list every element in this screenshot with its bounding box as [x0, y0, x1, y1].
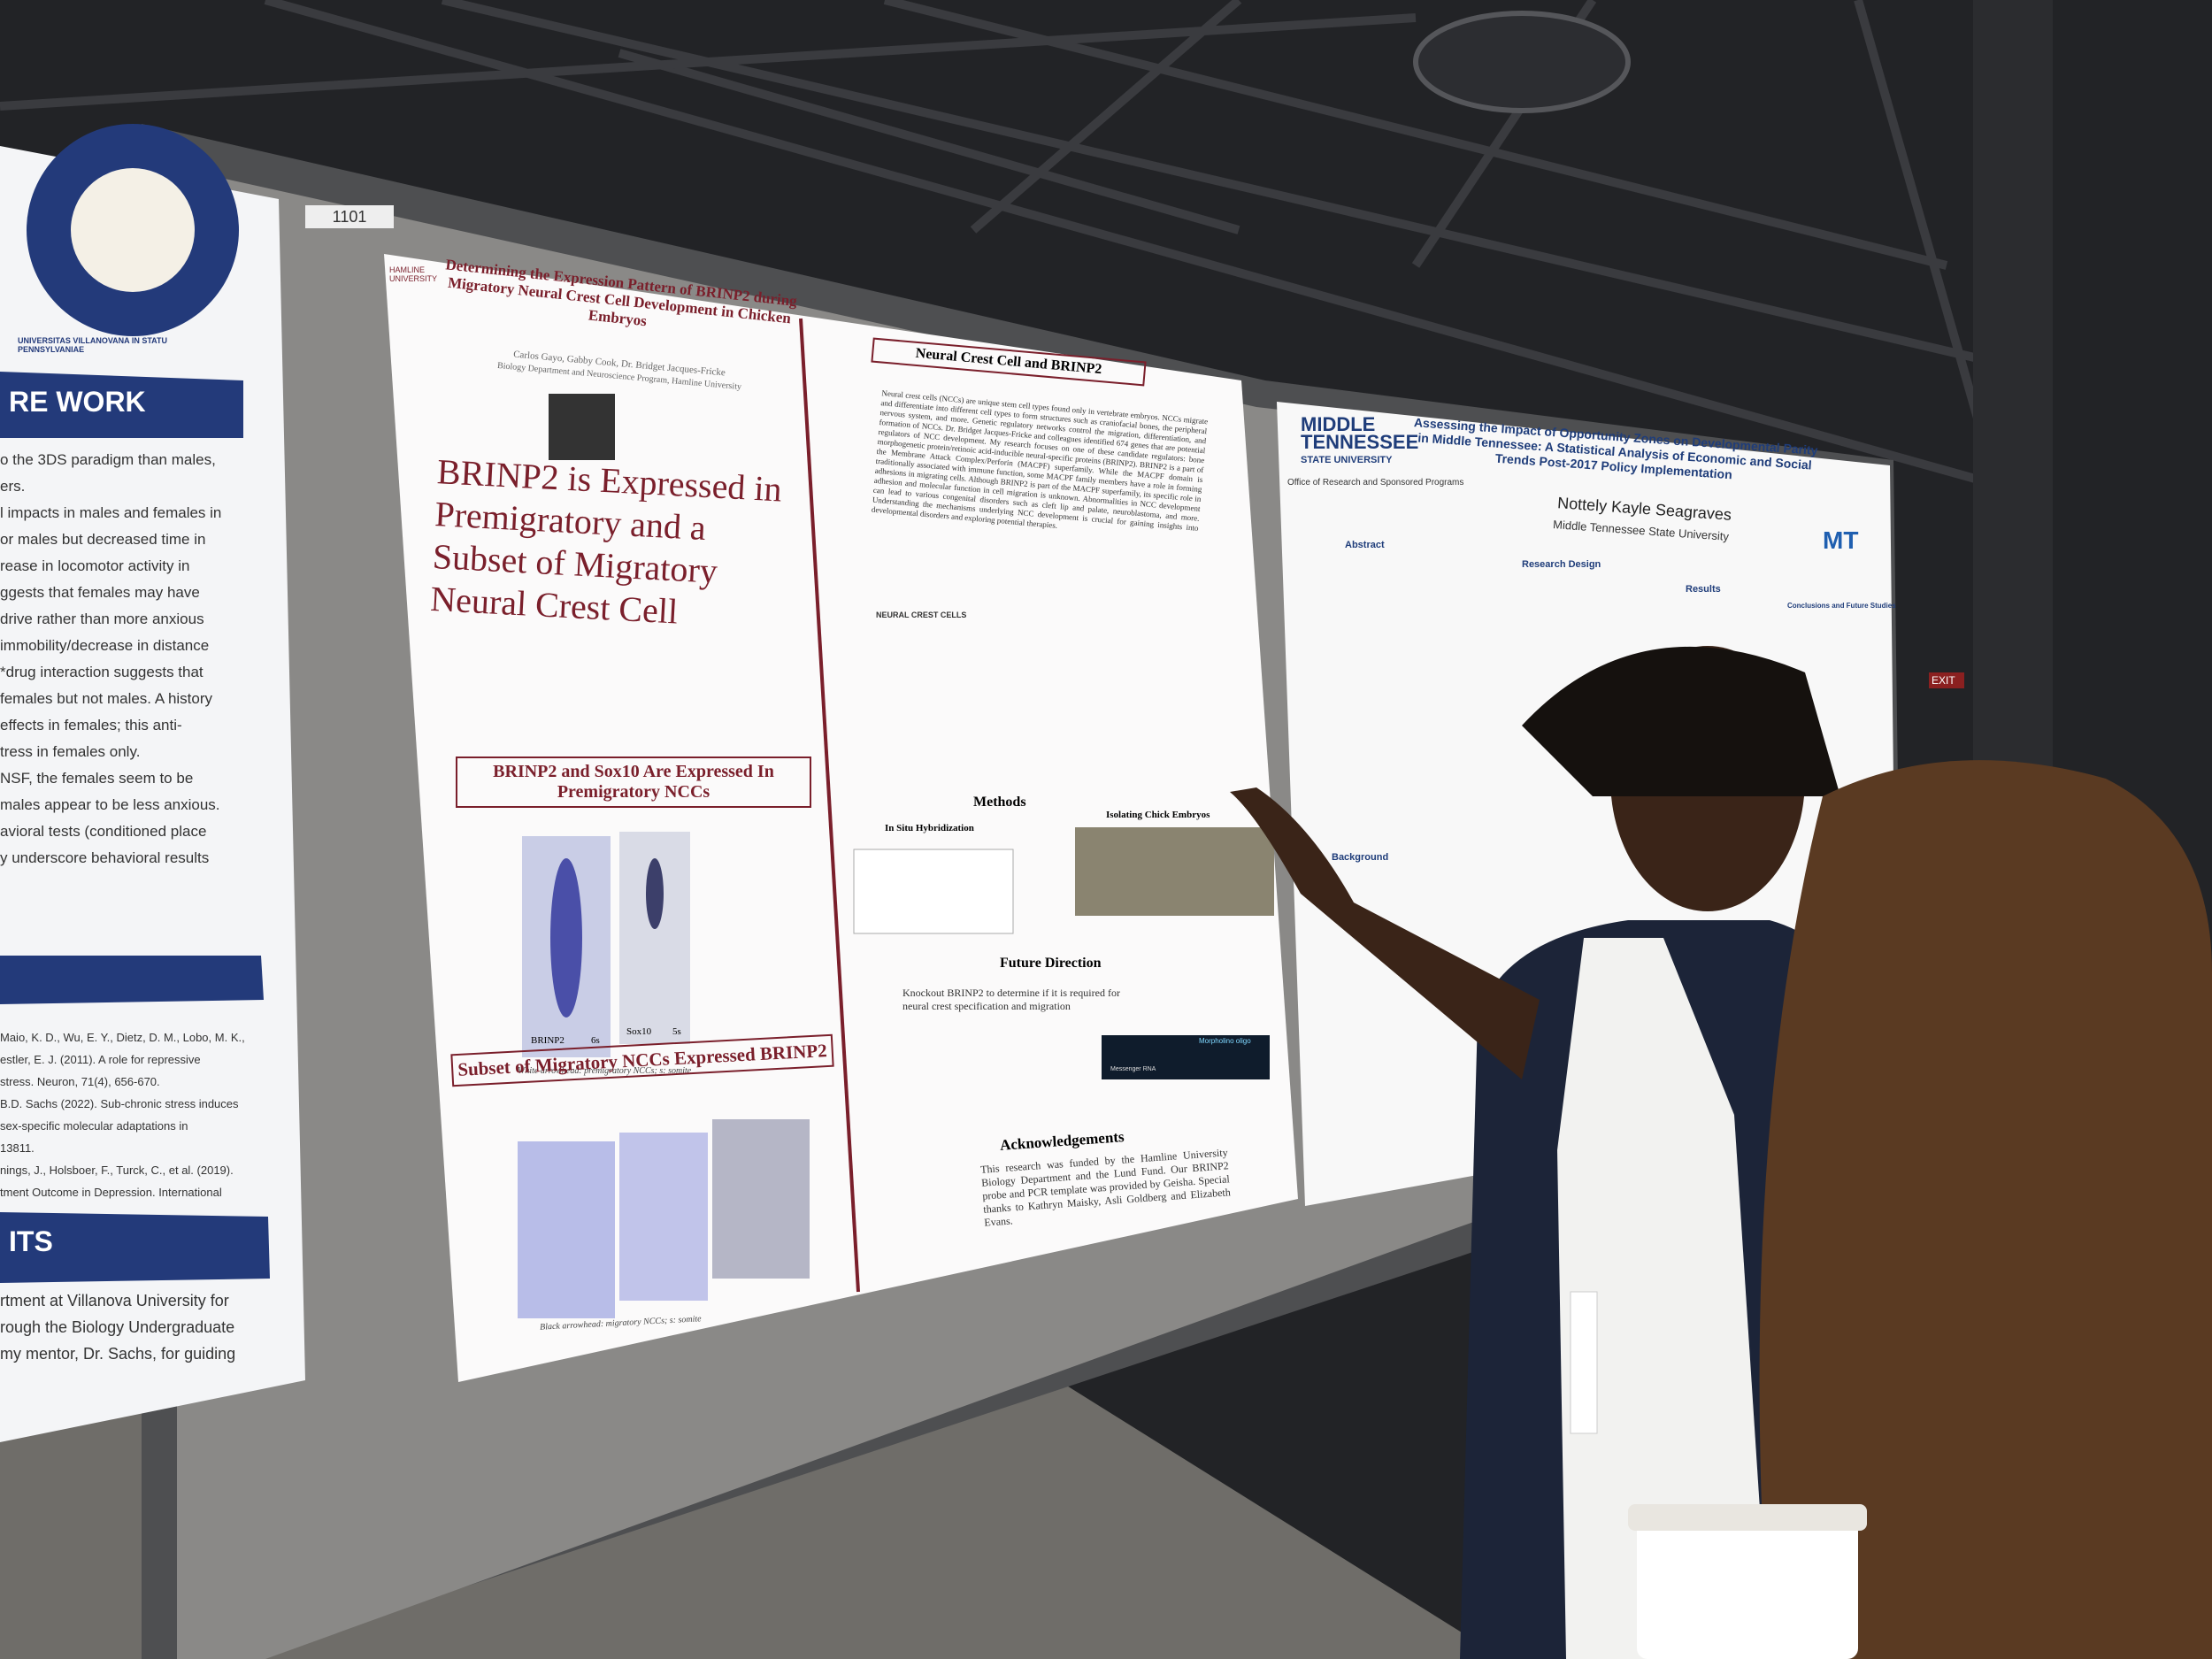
embryo-stain — [646, 858, 664, 929]
caption: White arrowhead: premigratory NCCs; s: s… — [518, 1066, 692, 1076]
diagram-label: NEURAL CREST CELLS — [876, 611, 967, 619]
diagram-label: Morpholino oligo — [1199, 1037, 1251, 1045]
embryo-stain — [550, 858, 582, 1018]
text-line: rease in locomotor activity in — [0, 557, 190, 574]
methods-diagram — [853, 849, 1014, 934]
text-line: drive rather than more anxious — [0, 611, 204, 627]
text-line: stress. Neuron, 71(4), 656-670. — [0, 1075, 160, 1088]
board-label: 1101 — [305, 205, 394, 228]
mtsu-logo: MIDDLE TENNESSEE STATE UNIVERSITY — [1301, 413, 1419, 469]
text-line: *drug interaction suggests that — [0, 664, 204, 680]
section-heading: Methods — [973, 795, 1026, 810]
section-heading: Abstract — [1345, 540, 1385, 550]
left-band-2 — [0, 956, 264, 1004]
text-line: estler, E. J. (2011). A role for repress… — [0, 1053, 201, 1066]
text-line: NSF, the females seem to be — [0, 770, 194, 787]
mt-logo: MT — [1823, 526, 1859, 554]
text-line: B.D. Sachs (2022). Sub-chronic stress in… — [0, 1097, 239, 1110]
panel-label: BRINP2 — [531, 1035, 565, 1046]
sub-heading: In Situ Hybridization — [885, 823, 974, 833]
woman-hair — [1759, 760, 2212, 1659]
left-heading: RE WORK — [9, 386, 146, 418]
exit-sign-text: EXIT — [1932, 674, 1955, 687]
left-poster-bg — [0, 146, 305, 1442]
ceiling-vent — [1413, 11, 1631, 113]
text-line: effects in females; this anti- — [0, 717, 182, 733]
logo-line: STATE UNIVERSITY — [1301, 455, 1393, 465]
left-seal-inner — [71, 168, 195, 292]
text-line: y underscore behavioral results — [0, 849, 210, 866]
person-shirt — [1557, 938, 1770, 1659]
logo-line: MIDDLE — [1301, 413, 1376, 435]
section-heading: Future Direction — [1000, 956, 1102, 971]
text-line: avioral tests (conditioned place — [0, 823, 207, 840]
exit-sign — [1929, 672, 1964, 688]
embryo-image — [619, 1133, 708, 1301]
section-heading: Results — [1686, 584, 1721, 595]
section-heading: Research Design — [1522, 559, 1601, 570]
text-line: tment Outcome in Depression. Internation… — [0, 1186, 222, 1199]
text-line: ggests that females may have — [0, 584, 200, 601]
panel-label: Sox10 — [626, 1026, 652, 1037]
qr-code — [549, 394, 615, 460]
center-divider — [799, 318, 860, 1293]
text-line: or males but decreased time in — [0, 531, 206, 548]
left-band-3 — [0, 1212, 270, 1283]
person-arm — [1230, 787, 1540, 1079]
logo-line: TENNESSEE — [1301, 431, 1419, 453]
text-line: l impacts in males and females in — [0, 504, 222, 521]
text-line: females but not males. A history — [0, 690, 213, 707]
text-line: nings, J., Holsboer, F., Turck, C., et a… — [0, 1164, 234, 1177]
text-line: o the 3DS paradigm than males, — [0, 451, 216, 468]
coffee-cup — [1637, 1509, 1858, 1659]
person-hair — [1522, 646, 1840, 796]
text-line: tress in females only. — [0, 743, 141, 760]
embryo-image — [712, 1119, 810, 1279]
text-line: males appear to be less anxious. — [0, 796, 220, 813]
diagram-label: Messenger RNA — [1110, 1066, 1156, 1072]
text-line: my mentor, Dr. Sachs, for guiding — [0, 1345, 236, 1363]
center-poster-bg — [384, 254, 1298, 1382]
future-text: Knockout BRINP2 to determine if it is re… — [902, 987, 1120, 1012]
coffee-lid — [1628, 1504, 1867, 1531]
left-heading: ITS — [9, 1225, 53, 1257]
office: Office of Research and Sponsored Program… — [1287, 478, 1464, 488]
ceiling-trusses — [0, 0, 2039, 621]
text-line: rtment at Villanova University for — [0, 1292, 229, 1310]
logo: HAMLINE UNIVERSITY — [389, 265, 438, 283]
text-line: Maio, K. D., Wu, E. Y., Dietz, D. M., Lo… — [0, 1031, 245, 1044]
text-line: sex-specific molecular adaptations in — [0, 1119, 188, 1133]
text-line: immobility/decrease in distance — [0, 637, 210, 654]
headline: BRINP2 is Expressed in Premigratory and … — [429, 451, 783, 632]
left-references: Maio, K. D., Wu, E. Y., Dietz, D. M., Lo… — [0, 1026, 245, 1203]
embryo-photos — [1075, 827, 1274, 916]
panel-label: 6s — [591, 1035, 600, 1046]
morpholino-diagram — [1102, 1035, 1270, 1079]
sub-heading: Isolating Chick Embryos — [1106, 810, 1210, 820]
name-badge — [1570, 1291, 1598, 1434]
section-heading: BRINP2 and Sox10 Are Expressed In Premig… — [456, 757, 811, 808]
text-line: ers. — [0, 478, 26, 495]
section-heading: Background — [1332, 852, 1389, 863]
text-line: 13811. — [0, 1141, 35, 1155]
embryo-image — [518, 1141, 615, 1318]
left-band-1 — [0, 372, 243, 438]
left-body: rtment at Villanova University for rough … — [0, 1287, 235, 1367]
text-line: rough the Biology Undergraduate — [0, 1318, 235, 1336]
seal-text: UNIVERSITAS VILLANOVANA IN STATU PENNSYL… — [18, 336, 168, 354]
section-heading: Conclusions and Future Studies — [1787, 602, 1896, 610]
panel-label: 5s — [672, 1026, 681, 1037]
left-body: o the 3DS paradigm than males, ers. l impa… — [0, 447, 221, 872]
